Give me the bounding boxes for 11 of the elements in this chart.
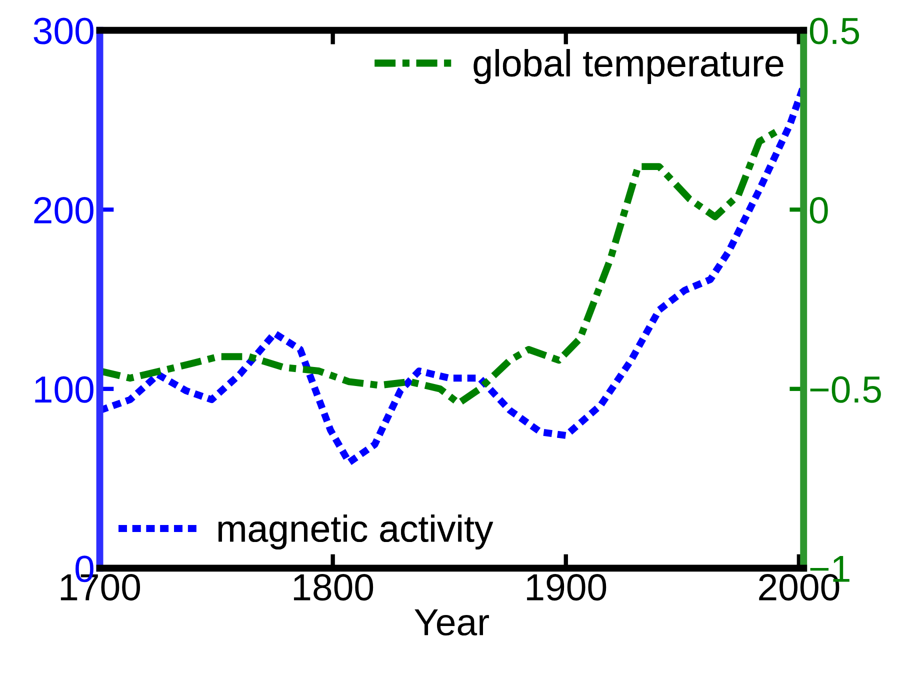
- x-tick-label: 1800: [294, 574, 374, 601]
- y-tick-label: 200: [34, 197, 94, 224]
- y-tick-label: 100: [35, 376, 94, 403]
- x-tick-label: 1900: [527, 574, 606, 601]
- legend-label: global temperature: [474, 49, 784, 84]
- y-tick-label: 300: [34, 18, 94, 44]
- legend-label: magnetic activity: [218, 514, 494, 550]
- y2-tick-label: −0.5: [810, 376, 881, 403]
- y2-tick-label: 0.5: [810, 18, 860, 44]
- x-axis-title: Year: [414, 609, 489, 636]
- y2-tick-label: 0: [810, 197, 828, 224]
